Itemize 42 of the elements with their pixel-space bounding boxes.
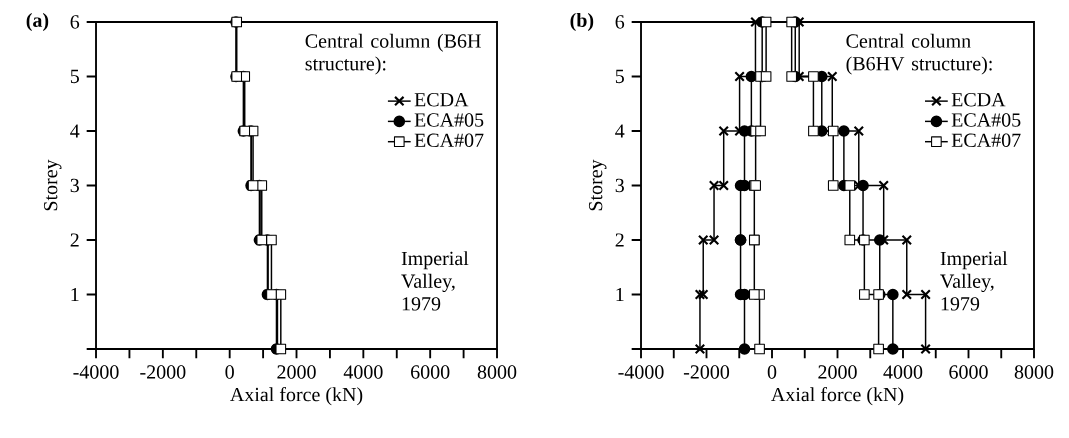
y-tick-label: 1 [71, 287, 79, 302]
chart-title: (b) [570, 12, 594, 32]
chart-title: (a) [26, 12, 49, 32]
y-tick-label: 4 [70, 124, 80, 138]
y-tick-label: 3 [70, 178, 79, 193]
x-tick-label: 8000 [477, 365, 517, 379]
legend-label: ECDA [951, 93, 1006, 107]
x-tick-label: -4000 [618, 365, 664, 379]
x-tick-label: 2000 [818, 365, 857, 379]
y-tick-label: 5 [70, 69, 79, 84]
y-tick-label: 5 [615, 69, 624, 84]
annotation: Imperial Valley, 1979 [940, 251, 1008, 311]
y-axis-title: Storey [588, 159, 607, 211]
x-tick-label: 0 [767, 365, 777, 379]
x-tick-label: 6000 [949, 365, 988, 379]
y-tick-label: 6 [615, 15, 625, 29]
y-tick-label: 1 [616, 287, 624, 302]
legend-title: Central column (B6HV structure): [846, 33, 992, 75]
x-tick-label: -4000 [73, 365, 119, 379]
x-tick-label: -2000 [140, 365, 186, 379]
x-tick-label: 2000 [277, 365, 316, 379]
legend-label: ECA#05 [951, 113, 1021, 127]
y-tick-label: 2 [70, 233, 79, 247]
y-tick-label: 6 [70, 15, 80, 29]
x-tick-label: -2000 [683, 365, 730, 379]
legend-label: ECA#07 [951, 133, 1021, 148]
legend-label: ECA#07 [414, 133, 484, 148]
x-tick-label: 6000 [411, 365, 450, 379]
y-tick-label: 4 [615, 124, 625, 138]
legend-label: ECA#05 [414, 113, 484, 127]
legend-title: Central column (B6H structure): [305, 33, 481, 75]
x-tick-label: 0 [225, 365, 234, 379]
x-axis-title: Axial force (kN) [771, 387, 904, 406]
y-tick-label: 2 [615, 233, 624, 247]
y-axis-title: Storey [43, 159, 62, 211]
x-axis-title: Axial force (kN) [230, 387, 363, 406]
y-tick-label: 3 [615, 178, 624, 193]
legend-label: ECDA [414, 93, 469, 107]
annotation: Imperial Valley, 1979 [401, 251, 469, 311]
x-tick-label: 8000 [1014, 365, 1054, 379]
x-tick-label: 4000 [343, 365, 383, 379]
x-tick-label: 4000 [883, 365, 923, 379]
